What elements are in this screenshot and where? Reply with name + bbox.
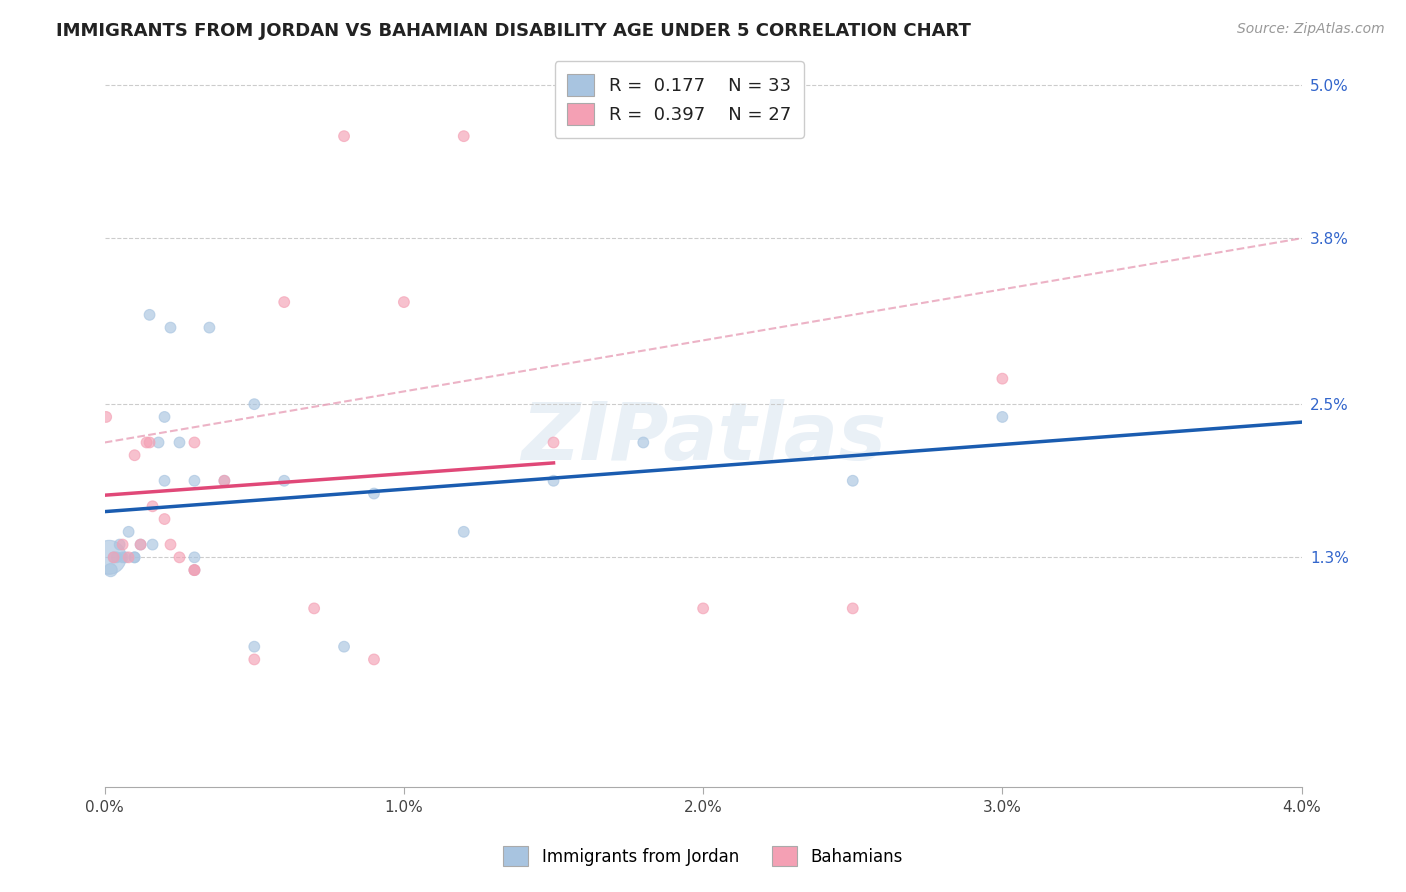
Point (363, 486, 385, 500)
Point (124, 448, 146, 462)
Point (214, 474, 236, 488)
Point (138, 308, 160, 322)
Point (148, 435, 170, 450)
Point (159, 538, 181, 552)
Point (135, 435, 157, 450)
Text: Source: ZipAtlas.com: Source: ZipAtlas.com (1237, 22, 1385, 37)
Legend: Immigrants from Jordan, Bahamians: Immigrants from Jordan, Bahamians (495, 838, 911, 875)
Point (124, 550, 146, 565)
Point (692, 601, 714, 615)
Point (363, 652, 385, 666)
Point (453, 129, 475, 144)
Point (124, 550, 146, 565)
Point (198, 320, 221, 334)
Point (842, 474, 865, 488)
Point (105, 550, 128, 565)
Point (183, 474, 205, 488)
Point (991, 372, 1014, 386)
Point (98, 550, 121, 565)
Point (273, 295, 295, 310)
Point (333, 640, 356, 654)
Point (117, 524, 139, 539)
Text: ZIPatlas: ZIPatlas (520, 399, 886, 477)
Point (103, 550, 125, 565)
Point (129, 538, 152, 552)
Point (633, 435, 655, 450)
Point (243, 640, 266, 654)
Point (129, 538, 152, 552)
Point (108, 538, 131, 552)
Point (214, 474, 236, 488)
Point (183, 563, 205, 577)
Point (153, 474, 176, 488)
Point (273, 474, 295, 488)
Point (153, 409, 176, 424)
Point (453, 524, 475, 539)
Point (114, 550, 136, 565)
Point (169, 435, 191, 450)
Point (333, 129, 356, 144)
Point (96, 409, 118, 424)
Point (991, 409, 1014, 424)
Point (543, 474, 565, 488)
Point (142, 538, 165, 552)
Legend: R =  0.177    N = 33, R =  0.397    N = 27: R = 0.177 N = 33, R = 0.397 N = 27 (555, 62, 804, 138)
Point (117, 550, 139, 565)
Point (392, 295, 415, 310)
Point (243, 652, 266, 666)
Point (142, 500, 165, 514)
Point (111, 550, 134, 565)
Point (302, 601, 325, 615)
Point (842, 601, 865, 615)
Point (111, 538, 134, 552)
Point (153, 512, 176, 526)
Point (543, 435, 565, 450)
Text: IMMIGRANTS FROM JORDAN VS BAHAMIAN DISABILITY AGE UNDER 5 CORRELATION CHART: IMMIGRANTS FROM JORDAN VS BAHAMIAN DISAB… (56, 22, 972, 40)
Point (183, 563, 205, 577)
Point (183, 435, 205, 450)
Point (138, 435, 160, 450)
Point (169, 550, 191, 565)
Point (159, 320, 181, 334)
Point (100, 563, 122, 577)
Point (103, 550, 125, 565)
Point (243, 397, 266, 411)
Point (183, 550, 205, 565)
Point (183, 563, 205, 577)
